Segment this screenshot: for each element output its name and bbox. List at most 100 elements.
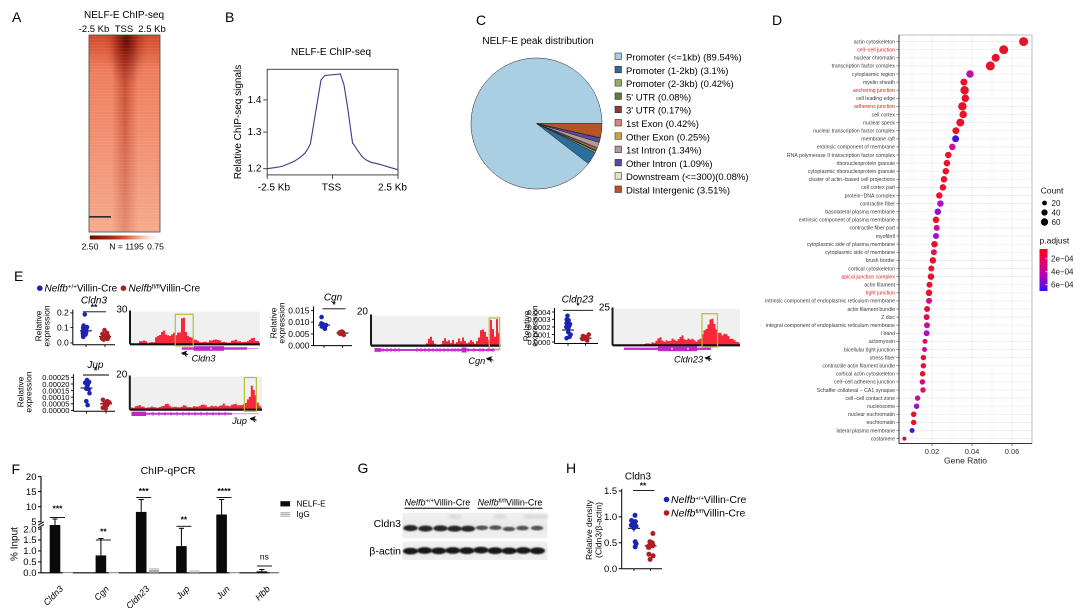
svg-text:myofibril: myofibril: [876, 234, 895, 240]
svg-text:0.5: 0.5: [604, 538, 617, 549]
svg-text:Relative: Relative: [522, 310, 532, 341]
svg-text:costamere: costamere: [871, 436, 895, 442]
svg-text:contractile actin filament bun: contractile actin filament bundle: [822, 364, 895, 370]
svg-text:actin filament: actin filament: [864, 283, 895, 289]
svg-text:Relative: Relative: [269, 307, 279, 338]
svg-text:0.00015: 0.00015: [42, 386, 69, 395]
svg-text:60: 60: [1052, 218, 1061, 227]
svg-text:cytoplasmic side of membrane: cytoplasmic side of membrane: [825, 250, 895, 256]
svg-text:0.1: 0.1: [57, 322, 69, 332]
svg-text:extrinsic component of membran: extrinsic component of membrane: [817, 145, 895, 151]
svg-text:TSS: TSS: [115, 24, 133, 35]
svg-text:2.5 Kb: 2.5 Kb: [378, 183, 407, 194]
svg-text:cell leading edge: cell leading edge: [856, 96, 895, 102]
svg-text:0.0: 0.0: [604, 564, 617, 575]
svg-text:0.02: 0.02: [925, 447, 940, 456]
svg-text:β-actin: β-actin: [369, 546, 401, 558]
svg-text:Promoter (<=1kb) (89.54%): Promoter (<=1kb) (89.54%): [626, 53, 742, 64]
svg-text:20: 20: [26, 472, 37, 483]
svg-text:1.5: 1.5: [604, 486, 617, 497]
svg-text:actin cytoskeleton: actin cytoskeleton: [854, 39, 895, 45]
svg-text:cell−cell junction: cell−cell junction: [857, 48, 895, 54]
svg-text:0.010: 0.010: [288, 317, 310, 327]
svg-text:cortical cytoskeleton: cortical cytoskeleton: [848, 266, 895, 272]
svg-text:(Cldn3/β-actin): (Cldn3/β-actin): [594, 502, 604, 558]
svg-text:0.00000: 0.00000: [42, 406, 69, 415]
svg-text:integral component of endoplas: integral component of endoplasmic reticu…: [766, 323, 895, 329]
svg-text:Relative density: Relative density: [584, 499, 594, 560]
svg-text:0.000: 0.000: [288, 340, 310, 350]
svg-text:Cldn3: Cldn3: [81, 296, 108, 307]
svg-text:membrane raft: membrane raft: [861, 137, 895, 143]
svg-text:cell−cell adherens junction: cell−cell adherens junction: [834, 380, 895, 386]
svg-text:cytoplasmic side of plasma mem: cytoplasmic side of plasma membrane: [807, 242, 895, 248]
svg-text:B: B: [225, 9, 234, 25]
svg-text:nuclear transcription factor c: nuclear transcription factor complex: [813, 129, 895, 135]
svg-text:stress fiber: stress fiber: [870, 355, 896, 361]
svg-text:Nelfbfl/flVillin-Cre: Nelfbfl/flVillin-Cre: [129, 283, 201, 294]
svg-text:2e−04: 2e−04: [1051, 255, 1074, 264]
svg-text:15: 15: [26, 487, 37, 498]
svg-text:0.00005: 0.00005: [42, 400, 69, 409]
svg-text:extrinsic component of plasma: extrinsic component of plasma membrane: [799, 218, 895, 224]
svg-text:euchromatin: euchromatin: [866, 420, 895, 426]
svg-text:0.0: 0.0: [57, 338, 69, 348]
svg-text:2.50: 2.50: [82, 242, 99, 252]
svg-text:Nelfb+/+Villin-Cre: Nelfb+/+Villin-Cre: [671, 494, 746, 506]
svg-text:1.4: 1.4: [248, 95, 262, 106]
svg-text:*: *: [576, 300, 580, 310]
svg-text:1.5: 1.5: [23, 535, 36, 546]
svg-text:expression: expression: [42, 305, 52, 346]
svg-text:2.5 Kb: 2.5 Kb: [138, 24, 165, 35]
svg-text:Nelfb+/+Villin-Cre: Nelfb+/+Villin-Cre: [45, 283, 118, 294]
svg-text:N = 1195: N = 1195: [109, 242, 144, 252]
svg-text:**: **: [640, 481, 647, 491]
svg-text:Promoter (1-2kb) (3.1%): Promoter (1-2kb) (3.1%): [626, 66, 728, 77]
svg-text:nuclear speck: nuclear speck: [863, 120, 895, 126]
svg-text:nuclear euchromatin: nuclear euchromatin: [848, 412, 895, 418]
svg-text:ribonucleoprotein granule: ribonucleoprotein granule: [836, 161, 895, 167]
svg-text:0.00010: 0.00010: [42, 393, 69, 402]
svg-text:5: 5: [31, 517, 36, 528]
svg-text:TSS: TSS: [322, 183, 342, 194]
svg-text:% Input: % Input: [10, 527, 21, 561]
svg-text:10: 10: [26, 502, 37, 513]
svg-text:2.0: 2.0: [23, 524, 36, 535]
svg-text:6e−04: 6e−04: [1051, 281, 1074, 290]
svg-text:adherens junction: adherens junction: [854, 104, 895, 110]
svg-text:-2.5 Kb: -2.5 Kb: [258, 183, 291, 194]
svg-text:anchoring junction: anchoring junction: [853, 88, 895, 94]
svg-text:0.06: 0.06: [1005, 447, 1020, 456]
svg-text:Nelfbfl/flVillin-Cre: Nelfbfl/flVillin-Cre: [671, 507, 745, 519]
svg-text:contractile fiber: contractile fiber: [860, 201, 895, 207]
svg-text:cytoplasmic region: cytoplasmic region: [852, 72, 895, 78]
svg-text:RNA polymerase II transcriptio: RNA polymerase II transcription factor c…: [787, 153, 896, 159]
svg-text:p.adjust: p.adjust: [1040, 236, 1070, 246]
svg-text:expression: expression: [24, 371, 34, 412]
svg-text:40: 40: [1052, 208, 1061, 217]
svg-text:actomyosin: actomyosin: [869, 339, 895, 345]
svg-text:1.2: 1.2: [248, 164, 262, 175]
svg-text:20: 20: [357, 307, 369, 318]
svg-text:Cldn23: Cldn23: [562, 295, 594, 306]
svg-text:0.00025: 0.00025: [42, 373, 69, 382]
svg-text:*: *: [332, 300, 336, 310]
svg-text:0.0002: 0.0002: [528, 323, 551, 332]
svg-text:3' UTR (0.17%): 3' UTR (0.17%): [626, 106, 691, 117]
svg-text:0.75: 0.75: [147, 242, 164, 252]
svg-text:D: D: [772, 12, 782, 28]
svg-text:I band: I band: [881, 331, 896, 337]
svg-text:cluster of actin−based cell pr: cluster of actin−based cell projections: [809, 177, 896, 183]
svg-text:apical junction complex: apical junction complex: [841, 274, 895, 280]
svg-text:expression: expression: [277, 302, 287, 343]
svg-text:4e−04: 4e−04: [1051, 268, 1074, 277]
svg-text:nucleosome: nucleosome: [867, 404, 895, 410]
svg-text:Cldn3: Cldn3: [191, 353, 216, 363]
svg-text:Jup: Jup: [86, 360, 104, 371]
svg-text:nuclear chromatin: nuclear chromatin: [854, 56, 895, 62]
svg-text:cytoplasmic ribonucleoprotein: cytoplasmic ribonucleoprotein granule: [808, 169, 895, 175]
svg-text:-2.5 Kb: -2.5 Kb: [79, 24, 110, 35]
svg-text:*: *: [94, 366, 98, 376]
svg-text:Relative: Relative: [34, 310, 44, 341]
svg-text:NELF-E peak distribution: NELF-E peak distribution: [482, 36, 593, 47]
